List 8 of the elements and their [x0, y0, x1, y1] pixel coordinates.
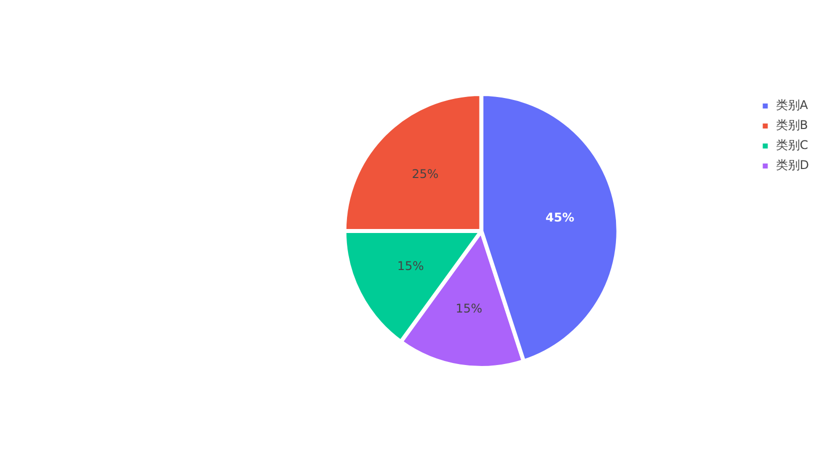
legend-label: 类别C [776, 138, 808, 152]
data-label: 45% [545, 210, 574, 225]
legend-label: 类别B [776, 118, 808, 132]
data-label: 15% [397, 259, 424, 274]
legend-label: 类别A [776, 98, 809, 112]
data-label: 15% [456, 302, 482, 316]
data-label: 25% [412, 166, 439, 181]
legend-label: 类别D [776, 158, 810, 172]
